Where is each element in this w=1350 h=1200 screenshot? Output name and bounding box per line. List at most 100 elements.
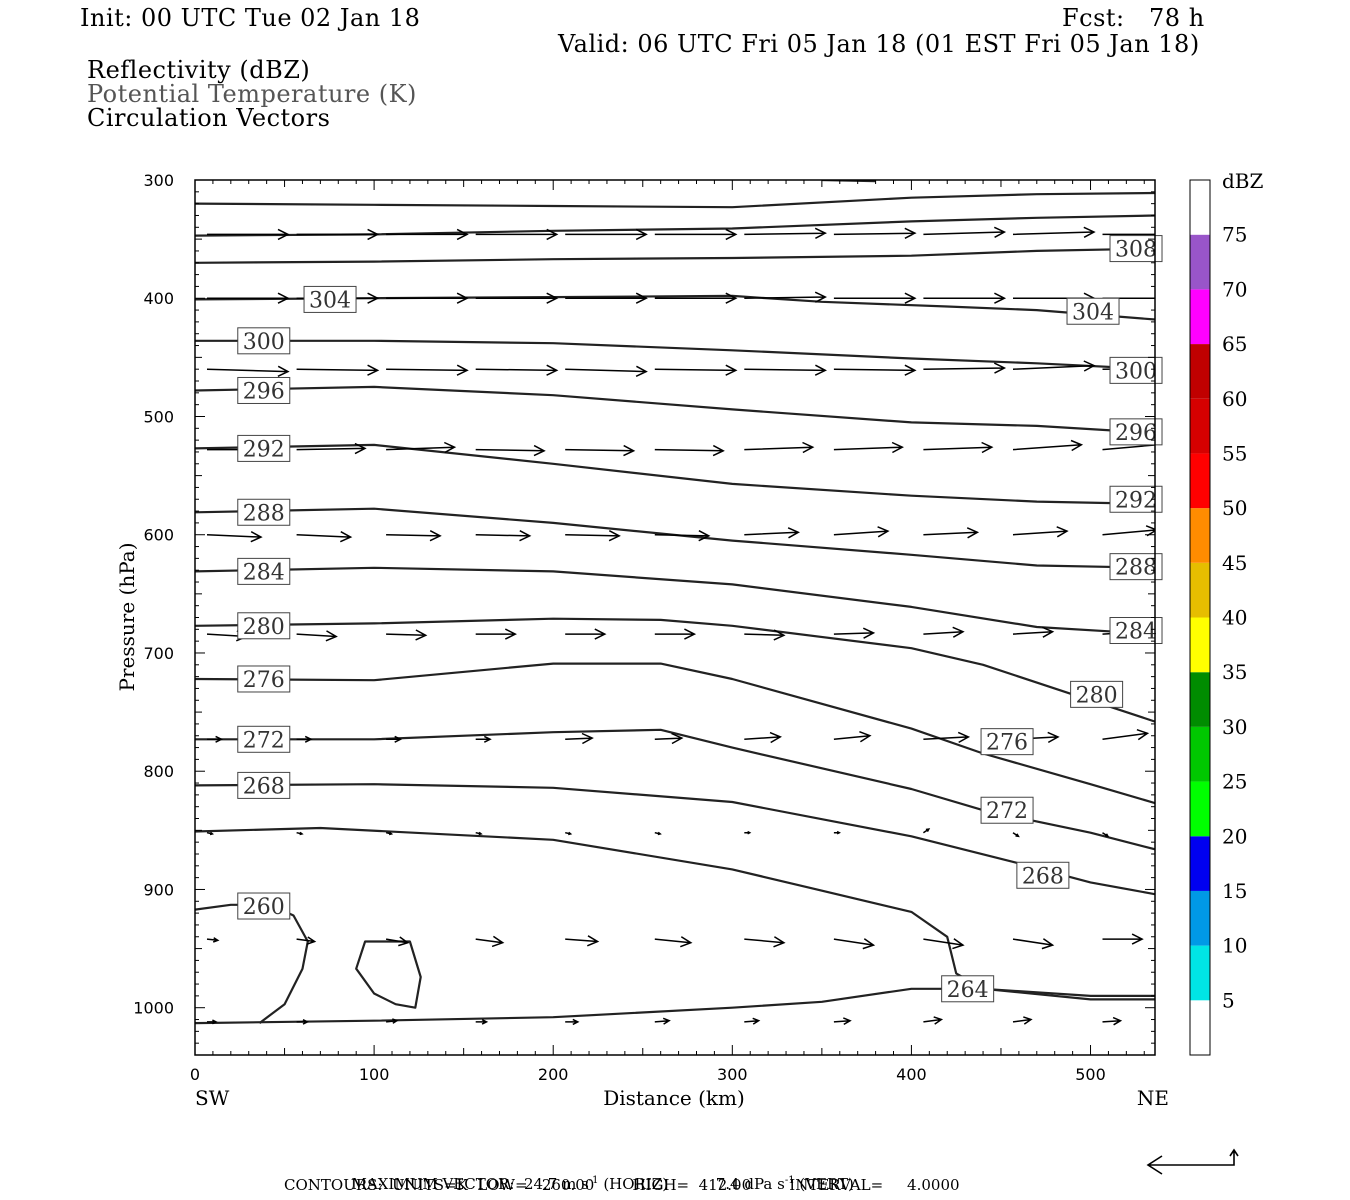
circulation-vector — [923, 938, 965, 950]
circulation-vector — [923, 441, 994, 454]
y-tick-label: 900 — [143, 880, 174, 899]
contour-label-280: 280 — [237, 612, 291, 640]
circulation-vector — [744, 291, 827, 303]
theta-contour-284 — [195, 566, 1155, 636]
theta-contour-288 — [195, 507, 1155, 569]
theta-contour-276 — [195, 662, 1155, 805]
circulation-vector — [565, 530, 621, 542]
circulation-vector — [386, 629, 428, 641]
circulation-vector — [744, 731, 782, 744]
colorbar-segment — [1190, 289, 1210, 345]
colorbar-segment — [1190, 836, 1210, 891]
theta-contour-292 — [195, 443, 1155, 506]
circulation-vector — [1102, 233, 1155, 236]
circulation-vector — [654, 936, 693, 948]
contour-label-box — [1016, 861, 1070, 889]
contour-label-text: 300 — [1115, 359, 1157, 384]
contour-label-text: 280 — [243, 615, 285, 640]
circulation-vector — [744, 1017, 761, 1025]
circulation-vector — [386, 292, 469, 304]
circulation-vector — [923, 527, 980, 539]
contour-label-text: 304 — [1072, 300, 1114, 325]
contour-labels: 308 304 304 300 300 296 296 292 292 288 288 284 284 2… — [237, 235, 1163, 1003]
contour-label-text: 272 — [986, 799, 1028, 824]
contour-label-text: 276 — [243, 668, 285, 693]
theta-contour-308 — [195, 214, 1155, 237]
y-tick-label: 500 — [143, 407, 174, 426]
circulation-vector — [475, 935, 505, 948]
circulation-vector — [923, 226, 1007, 238]
theta-contour-extra-1 — [195, 247, 1155, 264]
circulation-vector — [1012, 1016, 1033, 1025]
endpoint-sw: SW — [195, 1086, 230, 1110]
circulation-vectors — [206, 226, 1155, 1026]
colorbar-title: dBZ — [1222, 169, 1264, 193]
contour-label-box — [237, 771, 291, 799]
theta-contour-296 — [195, 385, 1155, 435]
circulation-vector — [385, 936, 410, 947]
circulation-vector — [833, 1017, 852, 1026]
theta-contour-264 — [195, 826, 1155, 997]
field-circulation-vectors: Circulation Vectors — [87, 104, 331, 132]
circulation-vector — [296, 936, 317, 945]
colorbar-level-label: 20 — [1222, 824, 1247, 848]
colorbar-level-label: 75 — [1222, 223, 1247, 247]
circulation-vector — [1012, 938, 1055, 950]
circulation-vector — [833, 627, 876, 639]
circulation-vector — [1012, 439, 1084, 452]
circulation-vector — [207, 735, 224, 743]
circulation-vector — [565, 444, 636, 457]
circulation-vector — [654, 628, 697, 640]
max-vector-horiz: 24.7 m s — [523, 1175, 589, 1193]
horiz-unit-exponent: -1 — [588, 1175, 599, 1186]
circulation-vector — [386, 228, 469, 241]
colorbar-segment — [1190, 453, 1210, 509]
colorbar-segment — [1190, 945, 1210, 1001]
circulation-vector — [565, 935, 600, 947]
contour-label-box — [1109, 617, 1163, 645]
circulation-vector — [565, 1018, 580, 1026]
max-vector-vert: 7.4 dPa s — [715, 1175, 785, 1193]
circulation-vector — [206, 831, 215, 836]
colorbar-level-label: 55 — [1222, 441, 1247, 465]
circulation-vector — [744, 227, 827, 239]
contour-label-text: 260 — [243, 895, 285, 920]
circulation-vector — [922, 828, 931, 834]
circulation-vector — [744, 527, 800, 539]
theta-contour-300 — [195, 339, 1155, 371]
contour-label-284: 284 — [1109, 617, 1163, 645]
colorbar: 5 10 15 20 25 30 35 40 45 50 55 60 65 70 75 dBZ — [1189, 169, 1264, 1056]
colorbar-segment — [1190, 234, 1210, 290]
circulation-vector — [833, 364, 917, 376]
contour-label-text: 284 — [243, 560, 285, 585]
circulation-vector — [385, 831, 394, 836]
circulation-vector — [207, 292, 290, 304]
max-vector-line: MAXIMUM VECTOR: 24.7 m s-1 (HORIZ) 7.4 d… — [342, 1157, 854, 1193]
field-reflectivity: Reflectivity (dBZ) — [87, 56, 311, 84]
circulation-vector — [833, 938, 876, 950]
init-time: Init: 00 UTC Tue 02 Jan 18 — [80, 4, 421, 32]
contour-label-text: 264 — [947, 978, 989, 1003]
contour-label-box — [237, 665, 291, 693]
circulation-vector — [296, 364, 380, 376]
circulation-vector — [654, 364, 738, 376]
circulation-vector — [296, 442, 367, 455]
colorbar-level-label: 70 — [1222, 277, 1247, 301]
contour-label-box — [980, 796, 1034, 824]
circulation-vector — [1102, 728, 1150, 741]
circulation-vector — [654, 292, 738, 304]
circulation-vector — [206, 937, 220, 943]
circulation-vector — [296, 228, 380, 241]
contour-label-296: 296 — [237, 376, 291, 404]
contour-label-text: 288 — [243, 501, 285, 526]
x-tick-label: 100 — [359, 1065, 390, 1084]
contour-label-300: 300 — [237, 327, 291, 355]
circulation-vector — [565, 831, 573, 836]
colorbar-level-label: 60 — [1222, 387, 1247, 411]
circulation-vector — [654, 1017, 671, 1025]
contour-label-text: 268 — [1022, 864, 1064, 889]
circulation-vector — [565, 732, 594, 745]
circulation-vector — [654, 732, 684, 745]
circulation-vector — [744, 364, 827, 376]
forecast-hour: Fcst: 78 h — [1062, 4, 1205, 32]
